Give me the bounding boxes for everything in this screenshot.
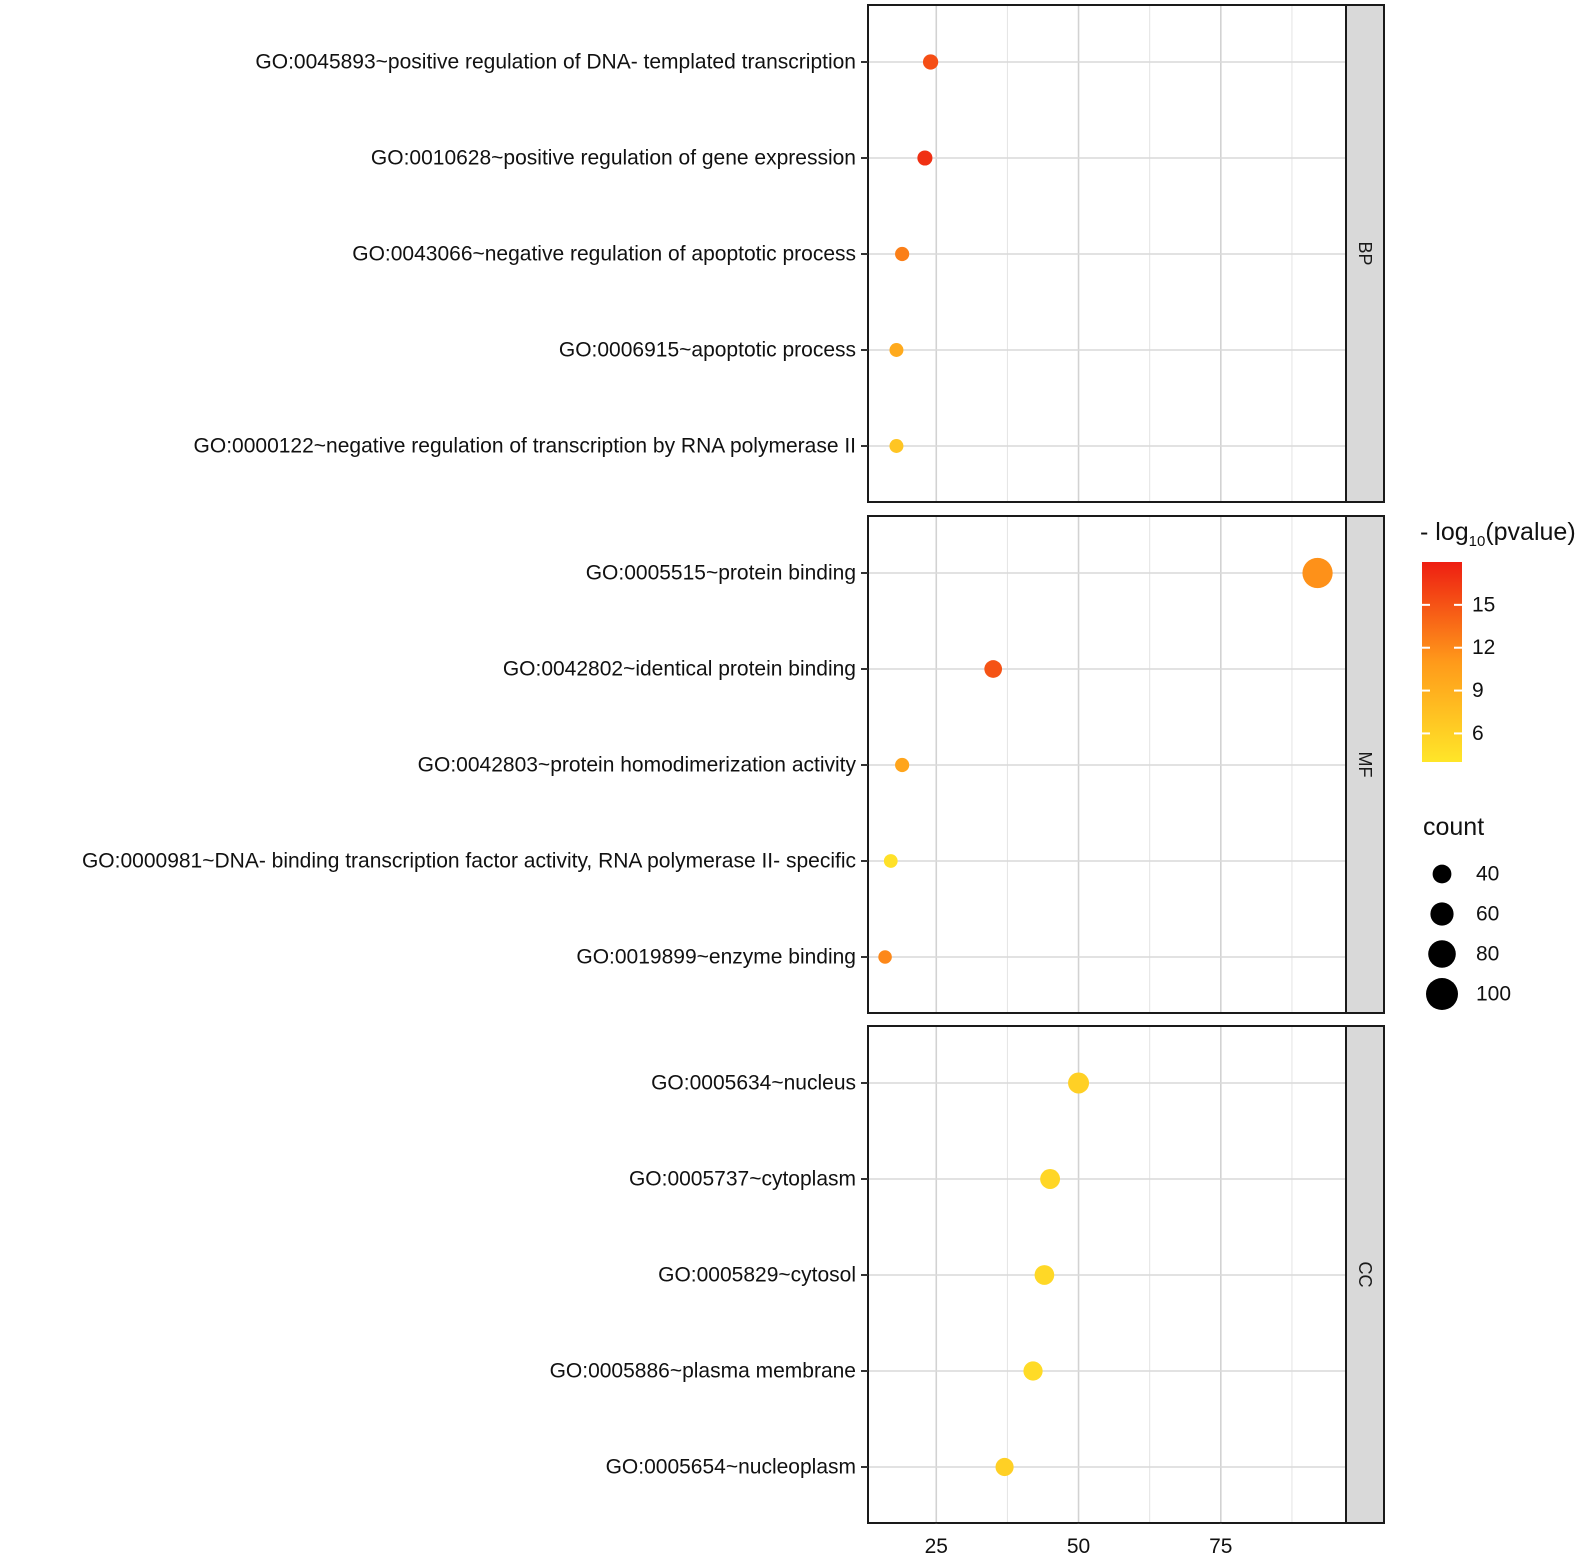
- x-tick-label: 75: [1209, 1535, 1232, 1556]
- term-label: GO:0005737~cytoplasm: [629, 1168, 856, 1191]
- data-point: [995, 1457, 1014, 1477]
- facet-panel-cc: CC GO:0005634~nucleus GO:0005737~cytoplasm…: [550, 1025, 1385, 1524]
- facet-panel-mf: MF GO:0005515~protein binding GO:0042802~i…: [82, 515, 1385, 1014]
- x-tick-label: 50: [1067, 1535, 1090, 1556]
- data-point: [895, 757, 910, 773]
- size-legend-key: [1430, 902, 1454, 926]
- color-legend-tick-label: 6: [1472, 722, 1484, 745]
- facet-strip-label: CC: [1355, 1262, 1375, 1288]
- term-label: GO:0042802~identical protein binding: [503, 658, 856, 681]
- color-legend-tick-label: 9: [1472, 679, 1484, 702]
- data-point: [922, 54, 939, 70]
- data-point: [889, 343, 904, 357]
- facet-strip: [1345, 515, 1385, 1014]
- color-bar: [1422, 562, 1462, 762]
- term-label: GO:0005886~plasma membrane: [550, 1360, 856, 1383]
- x-tick-label: 25: [925, 1535, 948, 1556]
- data-point: [883, 854, 898, 868]
- facet-panel-bp: BP GO:0045893~positive regulation of DNA-…: [194, 4, 1385, 503]
- size-legend-key: [1428, 940, 1456, 968]
- term-label: GO:0005654~nucleoplasm: [606, 1456, 856, 1479]
- color-legend-tick-label: 12: [1472, 636, 1495, 659]
- size-legend-label: 80: [1476, 943, 1499, 966]
- data-point: [917, 150, 933, 166]
- size-legend-label: 100: [1476, 983, 1511, 1006]
- color-legend-tick-label: 15: [1472, 593, 1495, 616]
- term-label: GO:0005515~protein binding: [586, 562, 856, 585]
- color-legend: - log10(pvalue) 15 12 9 6: [1420, 518, 1576, 762]
- facet-strip-label: MF: [1355, 752, 1375, 778]
- color-legend-title: - log10(pvalue): [1420, 518, 1576, 550]
- term-label: GO:0000122~negative regulation of transc…: [194, 435, 856, 458]
- data-point: [878, 950, 892, 964]
- term-label: GO:0000981~DNA- binding transcription fa…: [82, 850, 856, 873]
- data-point: [1040, 1169, 1061, 1189]
- facet-strip: [1345, 4, 1385, 503]
- term-label: GO:0005829~cytosol: [658, 1264, 856, 1287]
- size-legend-key: [1432, 864, 1452, 884]
- data-point: [895, 246, 910, 262]
- data-point: [1034, 1265, 1055, 1285]
- term-label: GO:0005634~nucleus: [651, 1072, 856, 1095]
- facet-strip: [1345, 1025, 1385, 1524]
- term-label: GO:0045893~positive regulation of DNA- t…: [255, 51, 856, 74]
- term-label: GO:0010628~positive regulation of gene e…: [371, 147, 856, 170]
- data-point: [1023, 1361, 1043, 1381]
- term-label: GO:0019899~enzyme binding: [576, 946, 856, 969]
- term-label: GO:0043066~negative regulation of apopto…: [352, 243, 856, 266]
- facet-strip-label: BP: [1355, 241, 1375, 265]
- term-label: GO:0006915~apoptotic process: [559, 339, 856, 362]
- size-legend-label: 60: [1476, 903, 1499, 926]
- data-point: [1302, 557, 1333, 589]
- size-legend-title: count: [1423, 813, 1484, 841]
- data-point: [984, 660, 1003, 678]
- term-label: GO:0042803~protein homodimerization acti…: [418, 754, 857, 777]
- data-point: [889, 439, 904, 453]
- size-legend-key: [1426, 978, 1458, 1010]
- size-legend: count 40 60 80 100: [1423, 813, 1511, 1010]
- data-point: [1068, 1072, 1090, 1094]
- size-legend-label: 40: [1476, 863, 1499, 886]
